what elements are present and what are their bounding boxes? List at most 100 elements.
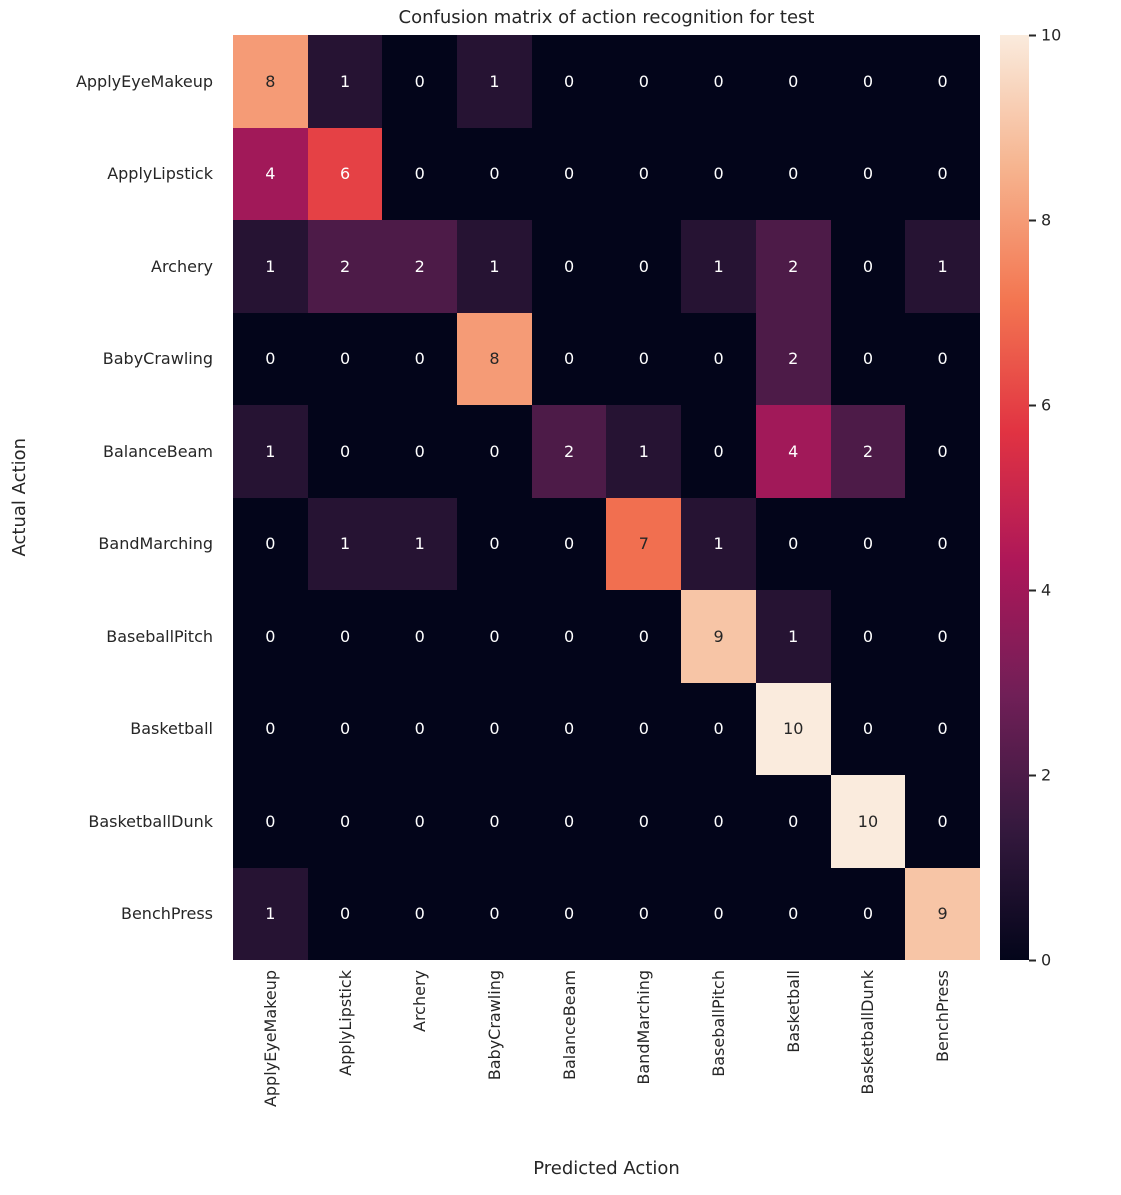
y-tick-label: ApplyEyeMakeup xyxy=(75,71,213,91)
heatmap-cell: 0 xyxy=(382,682,458,775)
colorbar-tick: 0 xyxy=(1029,951,1051,970)
heatmap-cell: 0 xyxy=(531,312,607,405)
heatmap-cell: 1 xyxy=(905,220,980,313)
heatmap-cell: 0 xyxy=(457,497,532,590)
heatmap-cell: 0 xyxy=(830,220,906,313)
x-tick-labels: ApplyEyeMakeup ApplyLipstick Archery BabyCr… xyxy=(233,970,980,1145)
heatmap-cell: 8 xyxy=(457,312,532,405)
heatmap-cell: 0 xyxy=(307,867,383,960)
heatmap-cell: 0 xyxy=(382,405,458,498)
heatmap-cell: 1 xyxy=(382,497,458,590)
heatmap-cell: 0 xyxy=(382,775,458,868)
x-tick-label-text: BalanceBeam xyxy=(559,970,579,1081)
heatmap-cell: 2 xyxy=(531,405,607,498)
heatmap-cell: 0 xyxy=(531,775,607,868)
heatmap-cell: 0 xyxy=(307,775,383,868)
y-tick-label: BenchPress xyxy=(120,904,213,924)
heatmap-cell: 1 xyxy=(681,497,756,590)
heatmap-cell: 0 xyxy=(233,590,308,683)
heatmap-cell: 0 xyxy=(606,312,682,405)
colorbar-tick-label: 6 xyxy=(1041,395,1052,415)
heatmap-cell: 1 xyxy=(307,497,383,590)
heatmap-cell: 0 xyxy=(307,405,383,498)
heatmap-cell: 0 xyxy=(457,590,532,683)
y-tick-label: BandMarching xyxy=(98,534,213,554)
colorbar-tick-mark xyxy=(1029,34,1036,36)
heatmap-cell: 1 xyxy=(233,867,308,960)
heatmap-cell: 0 xyxy=(531,35,607,128)
heatmap-cell: 4 xyxy=(755,405,831,498)
y-tick-label: BaseballPitch xyxy=(106,626,213,646)
heatmap-cell: 0 xyxy=(606,867,682,960)
heatmap-cell: 7 xyxy=(606,497,682,590)
x-tick-label: BasketballDunk xyxy=(831,970,906,1145)
heatmap-cell: 1 xyxy=(681,220,756,313)
heatmap-cell: 1 xyxy=(233,405,308,498)
y-tick-label: ApplyLipstick xyxy=(107,164,213,184)
heatmap-cell: 0 xyxy=(905,35,980,128)
heatmap-cell: 1 xyxy=(457,220,532,313)
heatmap-cell: 0 xyxy=(905,775,980,868)
heatmap-cell: 0 xyxy=(531,867,607,960)
heatmap-cell: 6 xyxy=(307,127,383,220)
x-axis-label: Predicted Action xyxy=(533,1158,680,1179)
heatmap-cell: 0 xyxy=(830,590,906,683)
x-tick-label: Archery xyxy=(382,970,457,1145)
heatmap-cell: 0 xyxy=(681,867,756,960)
heatmap-cell: 9 xyxy=(681,590,756,683)
heatmap-cell: 0 xyxy=(905,405,980,498)
heatmap-cell: 0 xyxy=(457,682,532,775)
heatmap-cell: 0 xyxy=(905,682,980,775)
heatmap-cell: 0 xyxy=(531,682,607,775)
colorbar-tick-label: 10 xyxy=(1041,25,1062,45)
heatmap-cell: 1 xyxy=(233,220,308,313)
x-tick-label-text: BenchPress xyxy=(933,970,953,1063)
colorbar-tick: 10 xyxy=(1029,26,1061,45)
x-tick-label-text: Archery xyxy=(410,970,430,1032)
heatmap-cell: 0 xyxy=(457,127,532,220)
y-tick-labels: ApplyEyeMakeup ApplyLipstick Archery BabyCr… xyxy=(0,35,223,960)
x-tick-label: Basketball xyxy=(756,970,831,1145)
y-tick-label: BasketballDunk xyxy=(88,811,213,831)
heatmap-cell: 0 xyxy=(681,682,756,775)
heatmap-cell: 0 xyxy=(681,312,756,405)
x-tick-label-text: ApplyLipstick xyxy=(335,970,355,1076)
heatmap-cell: 2 xyxy=(382,220,458,313)
heatmap-cell: 1 xyxy=(307,35,383,128)
x-tick-label-text: BabyCrawling xyxy=(484,970,504,1081)
heatmap-cell: 8 xyxy=(233,35,308,128)
heatmap-cell: 0 xyxy=(905,312,980,405)
x-tick-label-text: BaseballPitch xyxy=(709,970,729,1077)
colorbar-tick-area: 0 2 4 6 8 10 xyxy=(1029,26,1119,970)
heatmap-cell: 1 xyxy=(457,35,532,128)
heatmap-cell: 0 xyxy=(681,775,756,868)
y-tick-label: BabyCrawling xyxy=(102,349,213,369)
heatmap-cell: 2 xyxy=(830,405,906,498)
heatmap-cell: 0 xyxy=(755,867,831,960)
colorbar-tick-mark xyxy=(1029,219,1036,221)
heatmap-cell: 0 xyxy=(830,127,906,220)
x-tick-label: BaseballPitch xyxy=(681,970,756,1145)
colorbar-tick: 2 xyxy=(1029,766,1051,785)
heatmap-cell: 9 xyxy=(905,867,980,960)
x-tick-label: ApplyEyeMakeup xyxy=(233,970,308,1145)
heatmap-cell: 0 xyxy=(457,405,532,498)
heatmap-cell: 0 xyxy=(382,312,458,405)
heatmap-cell: 0 xyxy=(755,497,831,590)
colorbar-tick: 8 xyxy=(1029,211,1051,230)
heatmap-cell: 0 xyxy=(830,312,906,405)
heatmap-cell: 0 xyxy=(830,35,906,128)
heatmap-cell: 0 xyxy=(830,867,906,960)
heatmap-cell: 0 xyxy=(382,127,458,220)
heatmap-cell: 0 xyxy=(606,682,682,775)
colorbar-tick-mark xyxy=(1029,959,1036,961)
heatmap-cell: 0 xyxy=(755,775,831,868)
colorbar-tick-label: 2 xyxy=(1041,765,1052,785)
colorbar-tick-mark xyxy=(1029,774,1036,776)
heatmap-cell: 0 xyxy=(830,497,906,590)
heatmap-cell: 0 xyxy=(233,497,308,590)
heatmap-cell: 0 xyxy=(681,35,756,128)
heatmap-cell: 0 xyxy=(681,405,756,498)
heatmap-cell: 0 xyxy=(905,127,980,220)
